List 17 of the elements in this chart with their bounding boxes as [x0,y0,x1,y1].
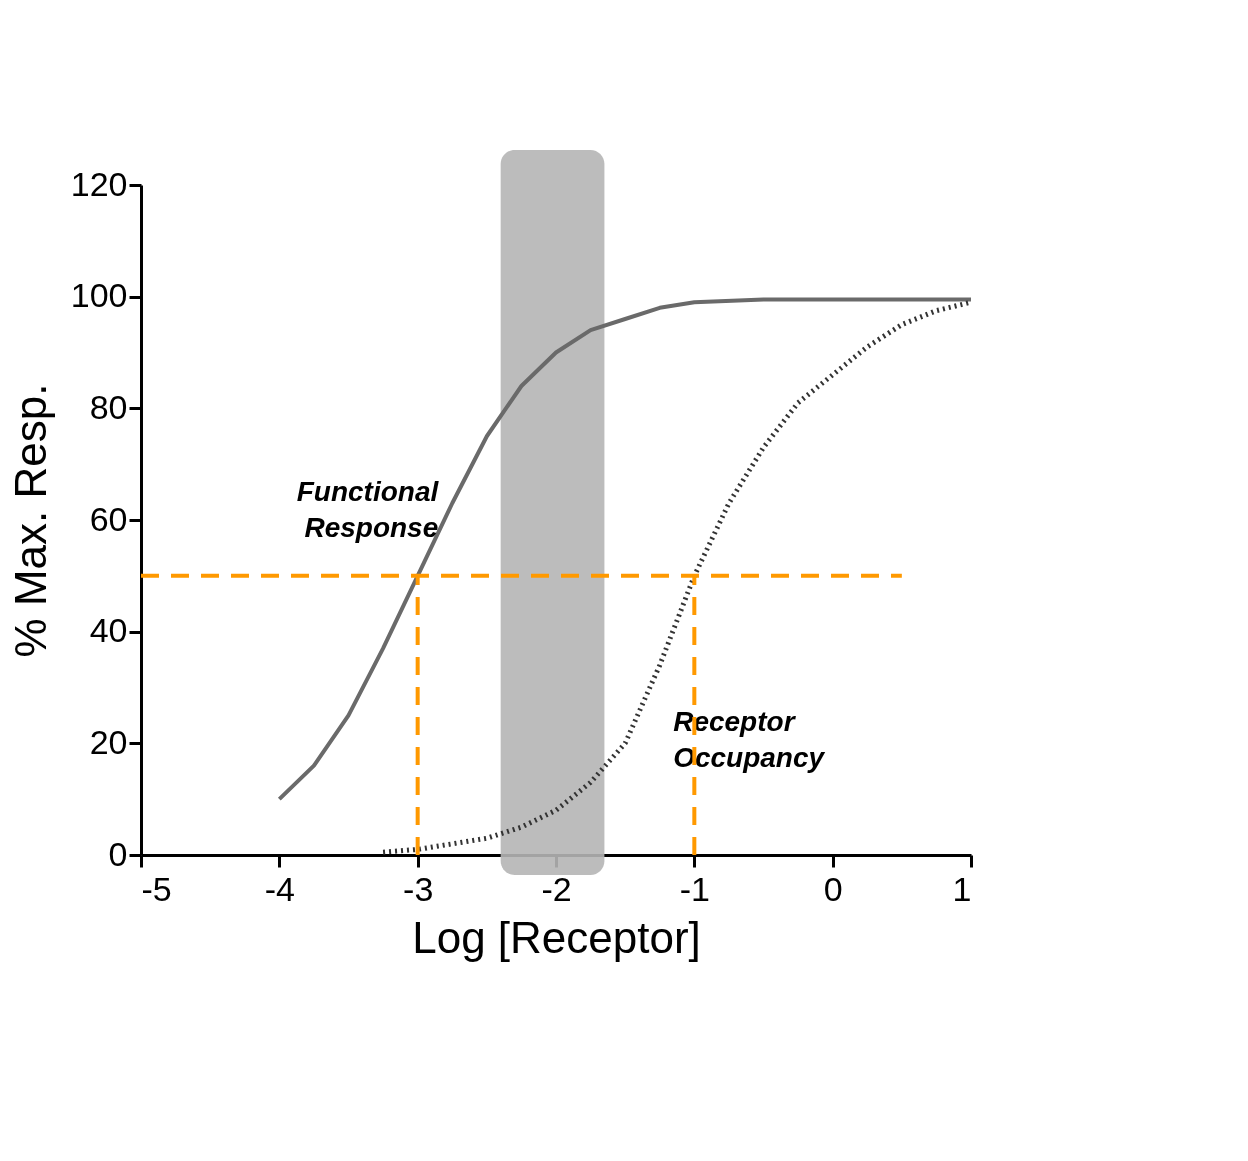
x-tick-label: -5 [141,869,172,908]
y-tick-label: 40 [89,611,128,650]
series-label: Functional Response [296,476,440,544]
x-tick-label: 1 [952,869,972,908]
y-tick-label: 80 [89,387,128,426]
y-tick-label: 60 [89,499,128,538]
x-tick-label: -3 [403,869,434,908]
y-axis-title: % Max. Resp. [5,383,55,658]
x-tick-label: 0 [823,869,843,908]
y-tick-label: 0 [108,834,128,873]
y-tick-label: 120 [70,164,128,203]
x-axis-title: Log [Receptor] [412,912,701,962]
x-tick-label: -2 [541,869,572,908]
y-tick-label: 100 [70,276,128,315]
y-tick-label: 20 [89,722,128,761]
x-tick-label: -1 [679,869,710,908]
x-tick-label: -4 [264,869,295,908]
